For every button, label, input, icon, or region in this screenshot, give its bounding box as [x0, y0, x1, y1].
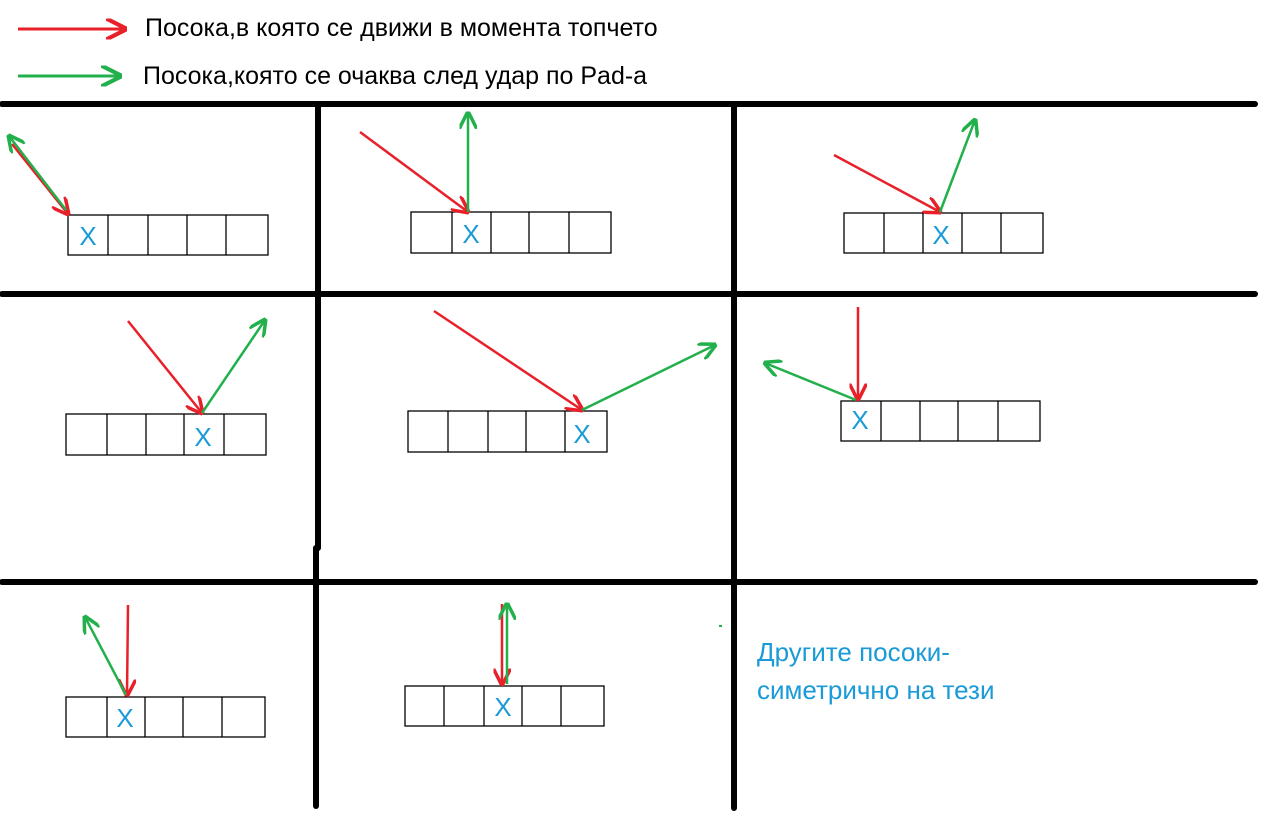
incoming-arrow: [127, 604, 128, 695]
paddle-hit-marker: X: [194, 422, 211, 452]
paddle-hit-marker: X: [932, 220, 949, 250]
case-3: X: [833, 120, 1044, 254]
case-2: X: [359, 113, 612, 254]
legend: Посока,в която се движи в момента топчет…: [18, 14, 658, 90]
case-5: X: [407, 309, 715, 453]
paddle: [65, 413, 267, 456]
legend-incoming: Посока,в която се движи в момента топчет…: [18, 14, 658, 42]
paddle: [407, 410, 608, 453]
paddle: [67, 214, 269, 256]
case-7: X: [65, 604, 266, 738]
reflected-arrow: [9, 136, 67, 211]
grid: [0, 101, 1258, 811]
paddle-hit-marker: X: [116, 703, 133, 733]
paddle-hit-marker: X: [494, 692, 511, 722]
legend-reflected: Посока,която се очаква след удар по Pad-…: [18, 62, 647, 90]
case-1: X: [9, 136, 269, 256]
reflected-arrow: [938, 120, 975, 213]
incoming-arrow: [833, 153, 940, 212]
case-4: X: [65, 320, 267, 456]
legend-reflected-label: Посока,която се очаква след удар по Pad-…: [143, 62, 647, 90]
paddle: [840, 400, 1041, 442]
case-8: X: [404, 604, 605, 727]
reflected-arrow: [581, 345, 715, 412]
incoming-arrow: [359, 130, 468, 212]
reflected-arrow: [85, 617, 128, 696]
incoming-arrow: [127, 320, 202, 413]
case-6: X: [765, 307, 1041, 442]
paddle-hit-marker: X: [79, 221, 96, 251]
paddle: [65, 696, 266, 738]
note-line-2: симетрично на тези: [757, 675, 994, 705]
reflected-arrow: [765, 363, 857, 402]
paddle-hit-marker: X: [462, 219, 479, 249]
paddle-hit-marker: X: [573, 419, 590, 449]
paddle: [404, 685, 605, 727]
note-line-1: Другите посоки-: [757, 637, 950, 667]
stray-dot: [719, 625, 722, 627]
legend-incoming-label: Посока,в която се движи в момента топчет…: [145, 14, 658, 42]
incoming-arrow: [433, 309, 582, 410]
reflected-arrow: [200, 320, 265, 414]
paddle: [410, 211, 612, 254]
symmetry-note: Другите посоки- симетрично на тези: [757, 637, 994, 705]
paddle-hit-marker: X: [851, 405, 868, 435]
